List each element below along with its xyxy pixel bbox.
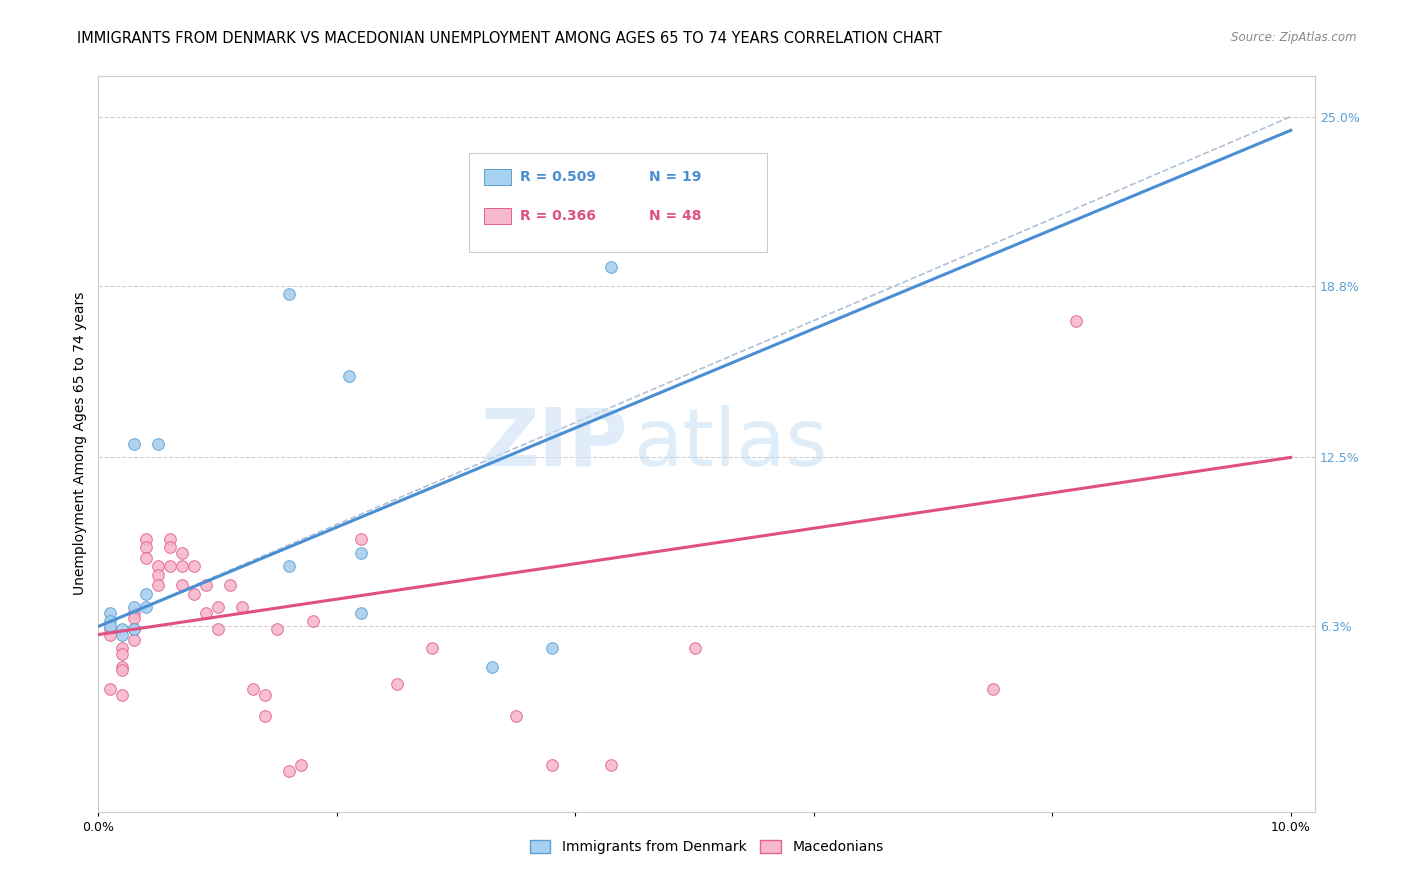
Text: ZIP: ZIP	[481, 405, 627, 483]
Point	[207, 600, 229, 615]
Point	[170, 546, 193, 560]
Point	[420, 641, 443, 656]
Point	[600, 260, 623, 274]
Point	[146, 559, 169, 574]
Point	[159, 559, 181, 574]
Point	[135, 551, 157, 566]
Point	[194, 578, 217, 592]
Point	[254, 709, 277, 723]
Point	[111, 622, 134, 636]
Text: IMMIGRANTS FROM DENMARK VS MACEDONIAN UNEMPLOYMENT AMONG AGES 65 TO 74 YEARS COR: IMMIGRANTS FROM DENMARK VS MACEDONIAN UN…	[77, 31, 942, 46]
Point	[600, 758, 623, 772]
Point	[350, 546, 373, 560]
Text: atlas: atlas	[634, 405, 828, 483]
Point	[111, 641, 134, 656]
Point	[183, 587, 205, 601]
Point	[194, 606, 217, 620]
Point	[135, 541, 157, 555]
Point	[135, 532, 157, 546]
Point	[481, 660, 503, 674]
Bar	[484, 169, 510, 185]
Point	[98, 622, 121, 636]
Point	[146, 567, 169, 582]
Point	[122, 633, 145, 648]
Y-axis label: Unemployment Among Ages 65 to 74 years: Unemployment Among Ages 65 to 74 years	[73, 292, 87, 596]
Point	[266, 622, 288, 636]
Text: Source: ZipAtlas.com: Source: ZipAtlas.com	[1232, 31, 1357, 45]
Point	[98, 627, 121, 641]
Point	[135, 600, 157, 615]
FancyBboxPatch shape	[470, 153, 768, 252]
Point	[350, 606, 373, 620]
Text: N = 19: N = 19	[650, 169, 702, 184]
Point	[505, 709, 527, 723]
Point	[122, 622, 145, 636]
Point	[159, 532, 181, 546]
Point	[170, 559, 193, 574]
Point	[122, 622, 145, 636]
Text: R = 0.366: R = 0.366	[520, 209, 596, 223]
Point	[350, 532, 373, 546]
Point	[290, 758, 312, 772]
Point	[242, 681, 264, 696]
Point	[98, 681, 121, 696]
Text: N = 48: N = 48	[650, 209, 702, 223]
Point	[278, 764, 301, 778]
Point	[231, 600, 253, 615]
Point	[385, 676, 408, 690]
Point	[135, 587, 157, 601]
Point	[981, 681, 1004, 696]
Point	[146, 436, 169, 450]
Point	[122, 600, 145, 615]
Point	[1064, 314, 1087, 328]
Point	[170, 578, 193, 592]
Point	[254, 688, 277, 702]
Point	[337, 368, 360, 383]
Point	[278, 559, 301, 574]
Point	[683, 641, 706, 656]
Point	[122, 606, 145, 620]
Point	[111, 663, 134, 677]
Text: R = 0.509: R = 0.509	[520, 169, 596, 184]
Point	[111, 688, 134, 702]
Point	[183, 559, 205, 574]
Point	[302, 614, 325, 628]
Point	[146, 578, 169, 592]
Point	[111, 627, 134, 641]
Point	[98, 606, 121, 620]
Point	[111, 660, 134, 674]
Point	[218, 578, 240, 592]
Point	[207, 622, 229, 636]
Point	[540, 758, 562, 772]
Bar	[484, 208, 510, 224]
Point	[98, 614, 121, 628]
Point	[122, 611, 145, 625]
Point	[111, 647, 134, 661]
Legend: Immigrants from Denmark, Macedonians: Immigrants from Denmark, Macedonians	[524, 835, 889, 860]
Point	[122, 436, 145, 450]
Point	[540, 641, 562, 656]
Point	[98, 619, 121, 633]
Point	[278, 286, 301, 301]
Point	[159, 541, 181, 555]
